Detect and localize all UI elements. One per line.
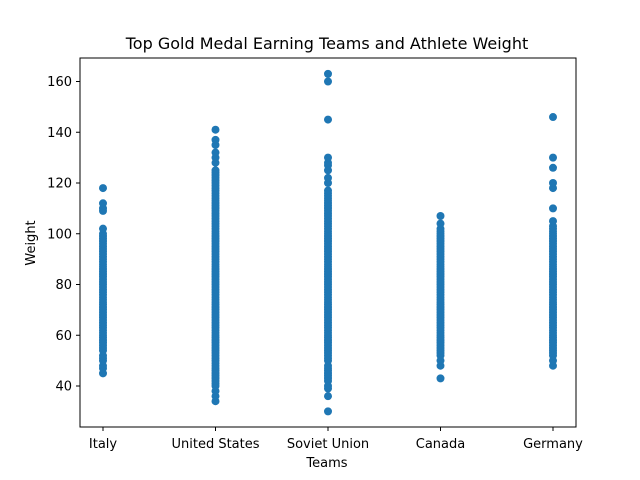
data-point [549, 153, 557, 162]
data-point [436, 374, 445, 383]
chart-title: Top Gold Medal Earning Teams and Athlete… [125, 34, 529, 53]
x-tick-label: Italy [89, 437, 118, 452]
data-point [99, 184, 107, 193]
data-point [549, 217, 557, 226]
y-tick-label: 40 [55, 380, 72, 395]
data-point [99, 199, 107, 208]
y-tick-label: 140 [47, 126, 72, 141]
y-axis-ticks: 40 60 80 100 120 140 160 [47, 75, 80, 395]
x-tick-label: Canada [416, 437, 465, 452]
x-tick-label: Soviet Union [287, 437, 369, 452]
data-point [436, 211, 445, 220]
x-axis-ticks: Italy United States Soviet Union Canada Germ… [89, 427, 583, 452]
data-points [99, 69, 557, 416]
data-point [436, 219, 445, 228]
y-tick-label: 120 [47, 177, 72, 192]
data-point [324, 186, 332, 195]
y-tick-label: 60 [55, 329, 72, 344]
data-point [211, 125, 220, 134]
x-tick-label: United States [171, 437, 259, 452]
data-point [324, 69, 332, 78]
data-point [211, 166, 220, 175]
data-point [324, 173, 332, 182]
y-tick-label: 80 [55, 278, 72, 293]
data-point [324, 407, 332, 416]
data-point [99, 224, 107, 233]
data-point [211, 148, 220, 157]
y-tick-label: 160 [47, 75, 72, 90]
x-tick-label: Germany [523, 437, 583, 452]
data-point [324, 115, 332, 124]
data-point [549, 179, 557, 187]
data-point [324, 392, 332, 401]
data-point [324, 153, 332, 162]
data-point [549, 204, 557, 213]
data-point [211, 135, 220, 144]
y-axis-label: Weight [24, 220, 39, 265]
data-point [324, 77, 332, 86]
y-tick-label: 100 [47, 227, 72, 242]
data-point [549, 163, 557, 172]
data-point [549, 113, 557, 122]
x-axis-label: Teams [305, 456, 347, 471]
